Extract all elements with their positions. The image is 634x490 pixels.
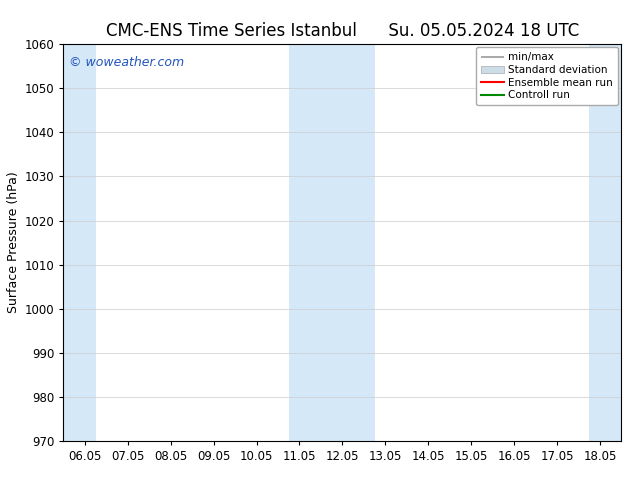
Bar [288,44,375,441]
Text: © woweather.com: © woweather.com [69,56,184,69]
Bar [63,44,96,441]
Y-axis label: Surface Pressure (hPa): Surface Pressure (hPa) [8,172,20,314]
Legend: min/max, Standard deviation, Ensemble mean run, Controll run: min/max, Standard deviation, Ensemble me… [476,47,618,105]
Bar [589,44,621,441]
Title: CMC-ENS Time Series Istanbul      Su. 05.05.2024 18 UTC: CMC-ENS Time Series Istanbul Su. 05.05.2… [106,22,579,40]
